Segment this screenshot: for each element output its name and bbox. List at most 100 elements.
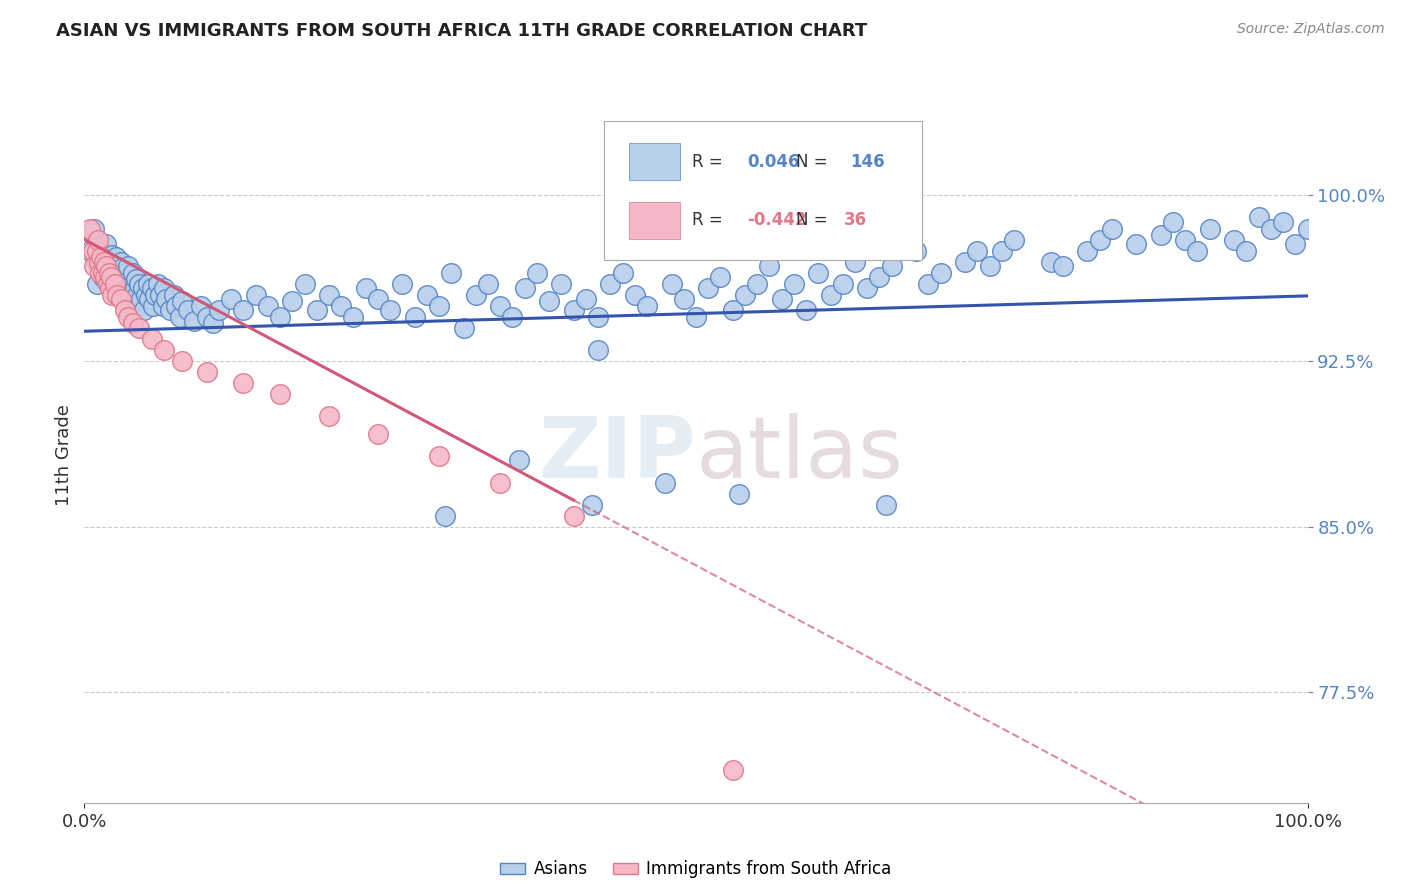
Point [734, 287, 756, 301]
Point [115, 281, 138, 295]
Point [118, 287, 141, 301]
Point [87, 259, 110, 273]
Point [367, 426, 389, 441]
Point [905, 244, 928, 258]
Point [201, 317, 224, 331]
Point [98, 281, 121, 295]
Point [100, 270, 122, 285]
FancyBboxPatch shape [605, 121, 922, 260]
Point [1052, 259, 1074, 273]
Point [120, 277, 142, 291]
Point [979, 259, 1001, 273]
Point [427, 299, 450, 313]
Point [208, 303, 231, 318]
Point [612, 266, 634, 280]
Point [427, 449, 450, 463]
Point [416, 287, 439, 301]
Point [169, 310, 191, 324]
Point [117, 259, 139, 273]
Point [79, 244, 101, 258]
Point [1002, 233, 1025, 247]
Point [153, 281, 176, 295]
Point [101, 287, 124, 301]
Text: N =: N = [796, 211, 834, 229]
Text: Source: ZipAtlas.com: Source: ZipAtlas.com [1237, 22, 1385, 37]
Point [367, 292, 389, 306]
Point [917, 277, 939, 291]
Point [391, 277, 413, 291]
Point [880, 259, 903, 273]
Point [1125, 237, 1147, 252]
Point [232, 376, 254, 391]
Point [79, 221, 101, 235]
Point [111, 261, 134, 276]
Point [87, 233, 110, 247]
Point [138, 292, 160, 306]
Point [783, 277, 806, 291]
Point [132, 281, 155, 295]
Point [869, 270, 891, 285]
Point [125, 272, 148, 286]
Point [354, 281, 377, 295]
Point [136, 277, 159, 291]
Point [770, 292, 793, 306]
Point [489, 475, 512, 490]
Point [318, 287, 340, 301]
Point [110, 254, 132, 268]
Text: 0.046: 0.046 [748, 153, 800, 170]
Point [129, 292, 152, 306]
Point [134, 303, 156, 318]
Point [195, 365, 218, 379]
FancyBboxPatch shape [628, 202, 681, 238]
Point [82, 244, 104, 258]
Point [245, 287, 267, 301]
Point [128, 277, 150, 291]
Point [305, 303, 328, 318]
Point [86, 244, 108, 258]
Point [195, 310, 218, 324]
Point [599, 277, 621, 291]
Point [953, 254, 976, 268]
Point [141, 332, 163, 346]
Point [112, 277, 135, 291]
Point [330, 299, 353, 313]
Point [219, 292, 242, 306]
Point [165, 299, 187, 313]
Point [464, 287, 486, 301]
Point [125, 287, 148, 301]
Point [141, 281, 163, 295]
Legend: Asians, Immigrants from South Africa: Asians, Immigrants from South Africa [494, 854, 898, 885]
Point [172, 294, 194, 309]
Point [685, 310, 707, 324]
Text: ASIAN VS IMMIGRANTS FROM SOUTH AFRICA 11TH GRADE CORRELATION CHART: ASIAN VS IMMIGRANTS FROM SOUTH AFRICA 11… [56, 22, 868, 40]
Point [91, 270, 114, 285]
Point [440, 266, 463, 280]
Point [489, 299, 512, 313]
Y-axis label: 11th Grade: 11th Grade [55, 404, 73, 506]
Point [624, 287, 647, 301]
Point [1174, 233, 1197, 247]
Point [1076, 244, 1098, 258]
Point [966, 244, 988, 258]
Point [562, 508, 585, 523]
Point [183, 314, 205, 328]
Point [100, 277, 122, 291]
Point [453, 321, 475, 335]
Point [114, 266, 136, 280]
Point [163, 287, 186, 301]
Point [83, 259, 105, 273]
Point [124, 281, 146, 295]
Point [96, 237, 118, 252]
Point [294, 277, 316, 291]
Point [820, 287, 842, 301]
Point [86, 277, 108, 291]
Point [1284, 237, 1306, 252]
Point [143, 287, 166, 301]
Point [104, 277, 127, 291]
Text: R =: R = [692, 153, 728, 170]
Point [155, 292, 177, 306]
Point [105, 250, 128, 264]
Point [1101, 221, 1123, 235]
Point [110, 270, 132, 285]
Point [844, 254, 866, 268]
